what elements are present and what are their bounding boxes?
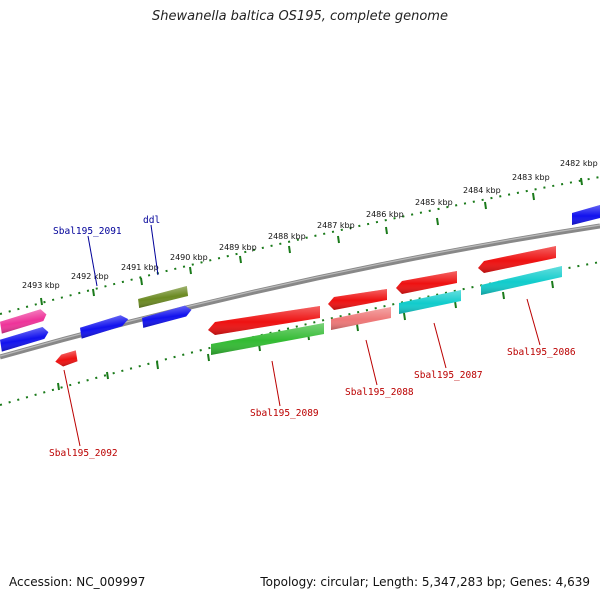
label-sbal195-2091[interactable]: Sbal195_2091	[53, 226, 122, 237]
gene-sbal195-2088-red[interactable]	[328, 289, 387, 310]
label-sbal195-2086[interactable]: Sbal195_2086	[507, 347, 576, 358]
leader-sbal195-2091	[87, 235, 98, 287]
gene-sbal195-2092[interactable]	[54, 350, 78, 367]
genome-title: Shewanella baltica OS195, complete genom…	[152, 9, 448, 24]
outer-major-ticks	[40, 177, 583, 306]
gene-sbal195-2091[interactable]	[79, 314, 130, 339]
scale-label-2484: 2484 kbp	[463, 186, 501, 195]
label-sbal195-2092[interactable]: Sbal195_2092	[49, 448, 118, 459]
leader-sbal195-2087	[433, 322, 447, 369]
scale-label-2483: 2483 kbp	[512, 173, 550, 182]
scale-label-2486: 2486 kbp	[366, 210, 404, 219]
scale-label-2490: 2490 kbp	[170, 253, 208, 262]
gene-sbal195-2088-salmon[interactable]	[331, 307, 391, 330]
label-sbal195-2089[interactable]: Sbal195_2089	[250, 408, 319, 419]
genome-summary-text: Topology: circular; Length: 5,347,283 bp…	[260, 575, 590, 589]
gene-sbal195-2087-cyan[interactable]	[399, 290, 461, 314]
gene-sbal195-2086-cyan[interactable]	[481, 266, 562, 295]
gene-sbal195-2089-green[interactable]	[211, 323, 324, 355]
leader-sbal195-2086	[526, 298, 541, 346]
leader-ddl	[150, 224, 159, 276]
scale-label-2487: 2487 kbp	[317, 221, 355, 230]
gene-pink[interactable]	[0, 309, 48, 334]
label-sbal195-2088[interactable]: Sbal195_2088	[345, 387, 414, 398]
label-ddl[interactable]: ddl	[143, 215, 160, 226]
leader-sbal195-2092	[63, 369, 81, 447]
scale-label-2482: 2482 kbp	[560, 159, 598, 168]
gene-ddl-olive[interactable]	[137, 286, 189, 308]
gene-sbal195-2089-red[interactable]	[208, 306, 320, 335]
scale-label-2491: 2491 kbp	[121, 263, 159, 272]
gene-blue-right[interactable]	[572, 205, 600, 225]
leader-sbal195-2088	[365, 339, 378, 386]
scale-label-2489: 2489 kbp	[219, 243, 257, 252]
gene-sbal195-2087-red[interactable]	[396, 271, 457, 294]
scale-label-2492: 2492 kbp	[71, 272, 109, 281]
gene-blue-left[interactable]	[0, 326, 50, 352]
scale-label-2485: 2485 kbp	[415, 198, 453, 207]
accession-text: Accession: NC_009997	[9, 575, 146, 589]
leader-sbal195-2089	[271, 360, 281, 407]
gene-ddl-blue[interactable]	[141, 305, 193, 328]
scale-label-2488: 2488 kbp	[268, 232, 306, 241]
scale-label-2493: 2493 kbp	[22, 281, 60, 290]
label-sbal195-2087[interactable]: Sbal195_2087	[414, 370, 483, 381]
gene-sbal195-2086-red[interactable]	[478, 246, 556, 273]
